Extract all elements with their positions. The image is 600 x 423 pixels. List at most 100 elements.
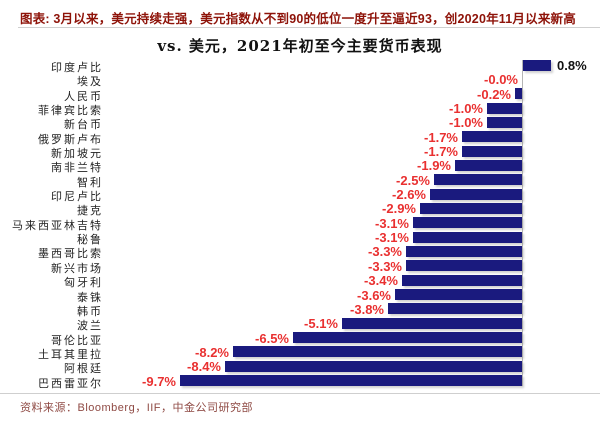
bar — [523, 59, 551, 71]
value-label: -3.3% — [368, 258, 402, 274]
bar-row: 智利 -2.5% — [0, 172, 600, 189]
category-label: 马来西亚林吉特 — [12, 218, 103, 232]
category-label: 印尼卢比 — [51, 190, 103, 204]
category-label: 韩币 — [77, 304, 103, 318]
value-label: -9.7% — [142, 373, 176, 389]
category-label: 墨西哥比索 — [38, 247, 103, 261]
bar-row: 俄罗斯卢布 -1.7% — [0, 129, 600, 146]
bar-row: 土耳其里拉 -8.2% — [0, 344, 600, 361]
category-label: 新兴市场 — [51, 261, 103, 275]
value-label: -3.4% — [364, 273, 398, 289]
bar — [395, 289, 522, 300]
value-label: -2.6% — [392, 187, 426, 203]
value-label: -3.6% — [357, 287, 391, 303]
value-label: -1.7% — [424, 129, 458, 145]
bottom-divider — [0, 393, 600, 394]
bar-row: 哥伦比亚 -6.5% — [0, 330, 600, 347]
category-label: 泰铢 — [77, 290, 103, 304]
value-label: -1.7% — [424, 144, 458, 160]
category-label: 俄罗斯卢布 — [38, 132, 103, 146]
value-label: -3.3% — [368, 244, 402, 260]
category-label: 匈牙利 — [64, 276, 103, 290]
value-label: -0.2% — [477, 86, 511, 102]
category-label: 巴西雷亚尔 — [38, 376, 103, 390]
category-label: 新台币 — [64, 118, 103, 132]
bar-row: 泰铢 -3.6% — [0, 287, 600, 304]
bar-row: 新加坡元 -1.7% — [0, 144, 600, 161]
bar — [406, 245, 522, 257]
source-note: 资料来源：Bloomberg，IIF，中金公司研究部 — [20, 402, 254, 414]
bar-row: 韩币 -3.8% — [0, 301, 600, 318]
category-label: 菲律宾比索 — [38, 104, 103, 118]
category-label: 智利 — [77, 175, 103, 189]
bar-row: 马来西亚林吉特 -3.1% — [0, 215, 600, 232]
bar-rows-container: 印度卢比 0.8% 埃及 -0.0% 人民币 -0.2% 菲律宾比索 -1.0% 新台币 -1.0… — [0, 58, 600, 390]
bar — [420, 202, 522, 214]
value-label: -2.9% — [382, 201, 416, 217]
bar-row: 南非兰特 -1.9% — [0, 158, 600, 175]
value-label: -8.2% — [195, 344, 229, 360]
bar-row: 印尼卢比 -2.6% — [0, 187, 600, 204]
bar-row: 印度卢比 0.8% — [0, 58, 600, 74]
bar-row: 新台币 -1.0% — [0, 115, 600, 132]
bar-row: 巴西雷亚尔 -9.7% — [0, 373, 600, 390]
value-label: -2.5% — [396, 172, 430, 188]
bar — [388, 303, 522, 315]
category-label: 新加坡元 — [51, 147, 103, 161]
bar — [515, 88, 522, 100]
category-label: 南非兰特 — [51, 161, 103, 175]
category-label: 哥伦比亚 — [51, 333, 103, 347]
bar — [434, 174, 522, 186]
category-label: 人民币 — [64, 89, 103, 103]
value-label: -1.0% — [449, 115, 483, 131]
bar — [342, 317, 522, 329]
bar — [413, 231, 522, 243]
bar-row: 阿根廷 -8.4% — [0, 359, 600, 376]
value-label: -0.0% — [484, 72, 518, 88]
value-label: 0.8% — [557, 58, 587, 73]
bar-row: 波兰 -5.1% — [0, 316, 600, 333]
category-label: 捷克 — [77, 204, 103, 218]
bar — [487, 102, 522, 114]
zero-axis-line — [522, 60, 523, 386]
bar — [455, 159, 522, 171]
value-label: -1.9% — [417, 158, 451, 174]
value-label: -6.5% — [255, 330, 289, 346]
bar — [462, 145, 522, 157]
bar-row: 人民币 -0.2% — [0, 86, 600, 103]
bar-chart: 印度卢比 0.8% 埃及 -0.0% 人民币 -0.2% 菲律宾比索 -1.0% 新台币 -1.0… — [0, 58, 600, 390]
bar-row: 埃及 -0.0% — [0, 72, 600, 89]
category-label: 阿根廷 — [64, 362, 103, 376]
bar — [233, 346, 522, 358]
category-label: 秘鲁 — [77, 233, 103, 247]
category-label: 波兰 — [77, 319, 103, 333]
bar-row: 秘鲁 -3.1% — [0, 230, 600, 247]
value-label: -3.1% — [375, 230, 409, 246]
bar — [180, 375, 522, 387]
category-label: 印度卢比 — [51, 61, 103, 74]
category-label: 土耳其里拉 — [38, 347, 103, 361]
value-label: -3.1% — [375, 215, 409, 231]
bar — [462, 131, 522, 143]
category-label: 埃及 — [77, 75, 103, 89]
value-label: -3.8% — [350, 301, 384, 317]
bar — [430, 188, 522, 200]
value-label: -5.1% — [304, 316, 338, 332]
chart-title: vs. 美元，2021年初至今主要货币表现 — [157, 37, 443, 55]
bar — [293, 332, 522, 344]
bar — [413, 217, 522, 229]
bar-row: 菲律宾比索 -1.0% — [0, 101, 600, 118]
value-label: -8.4% — [187, 359, 221, 375]
bar — [225, 360, 522, 372]
bar — [402, 274, 522, 286]
bar — [487, 116, 522, 128]
bar-row: 捷克 -2.9% — [0, 201, 600, 218]
value-label: -1.0% — [449, 101, 483, 117]
bar — [406, 260, 522, 272]
top-divider — [18, 27, 600, 28]
bar-row: 新兴市场 -3.3% — [0, 258, 600, 275]
bar-row: 匈牙利 -3.4% — [0, 273, 600, 290]
bar-row: 墨西哥比索 -3.3% — [0, 244, 600, 261]
figure-caption: 图表: 3月以来，美元持续走强，美元指数从不到90的低位一度升至逼近93，创20… — [20, 12, 576, 26]
